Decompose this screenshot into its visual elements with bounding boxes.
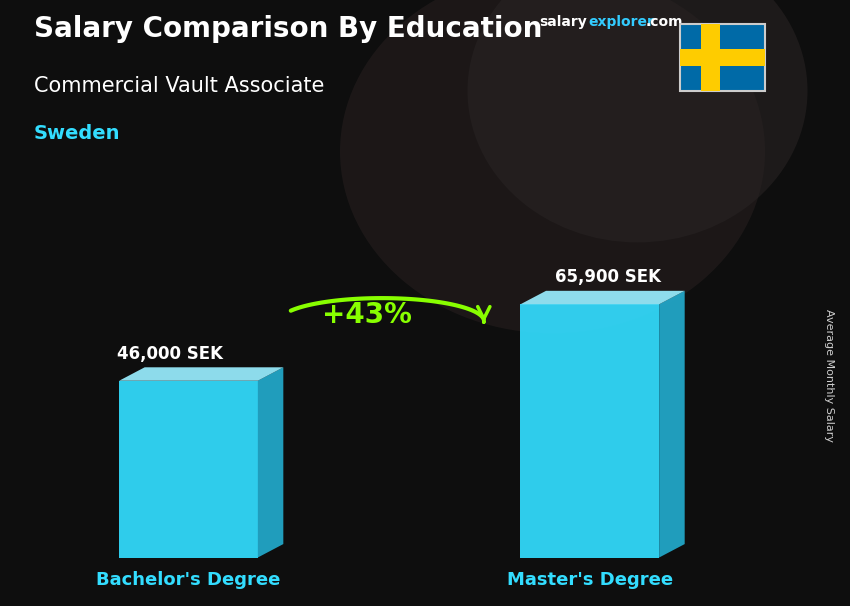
Text: Salary Comparison By Education: Salary Comparison By Education xyxy=(34,15,542,43)
Text: Commercial Vault Associate: Commercial Vault Associate xyxy=(34,76,325,96)
Polygon shape xyxy=(119,367,283,381)
Polygon shape xyxy=(659,291,685,558)
Bar xyxy=(701,24,720,91)
Text: Average Monthly Salary: Average Monthly Salary xyxy=(824,309,834,442)
Text: 46,000 SEK: 46,000 SEK xyxy=(117,345,224,362)
Text: .com: .com xyxy=(646,15,683,29)
Ellipse shape xyxy=(468,0,808,242)
Bar xyxy=(119,381,258,558)
Text: 65,900 SEK: 65,900 SEK xyxy=(555,268,661,286)
Polygon shape xyxy=(258,367,283,558)
Text: Sweden: Sweden xyxy=(34,124,121,143)
Text: +43%: +43% xyxy=(322,301,412,330)
Bar xyxy=(680,49,765,66)
Text: salary: salary xyxy=(540,15,587,29)
Bar xyxy=(520,304,659,558)
Polygon shape xyxy=(520,291,685,304)
Text: explorer: explorer xyxy=(588,15,654,29)
Ellipse shape xyxy=(340,0,765,333)
